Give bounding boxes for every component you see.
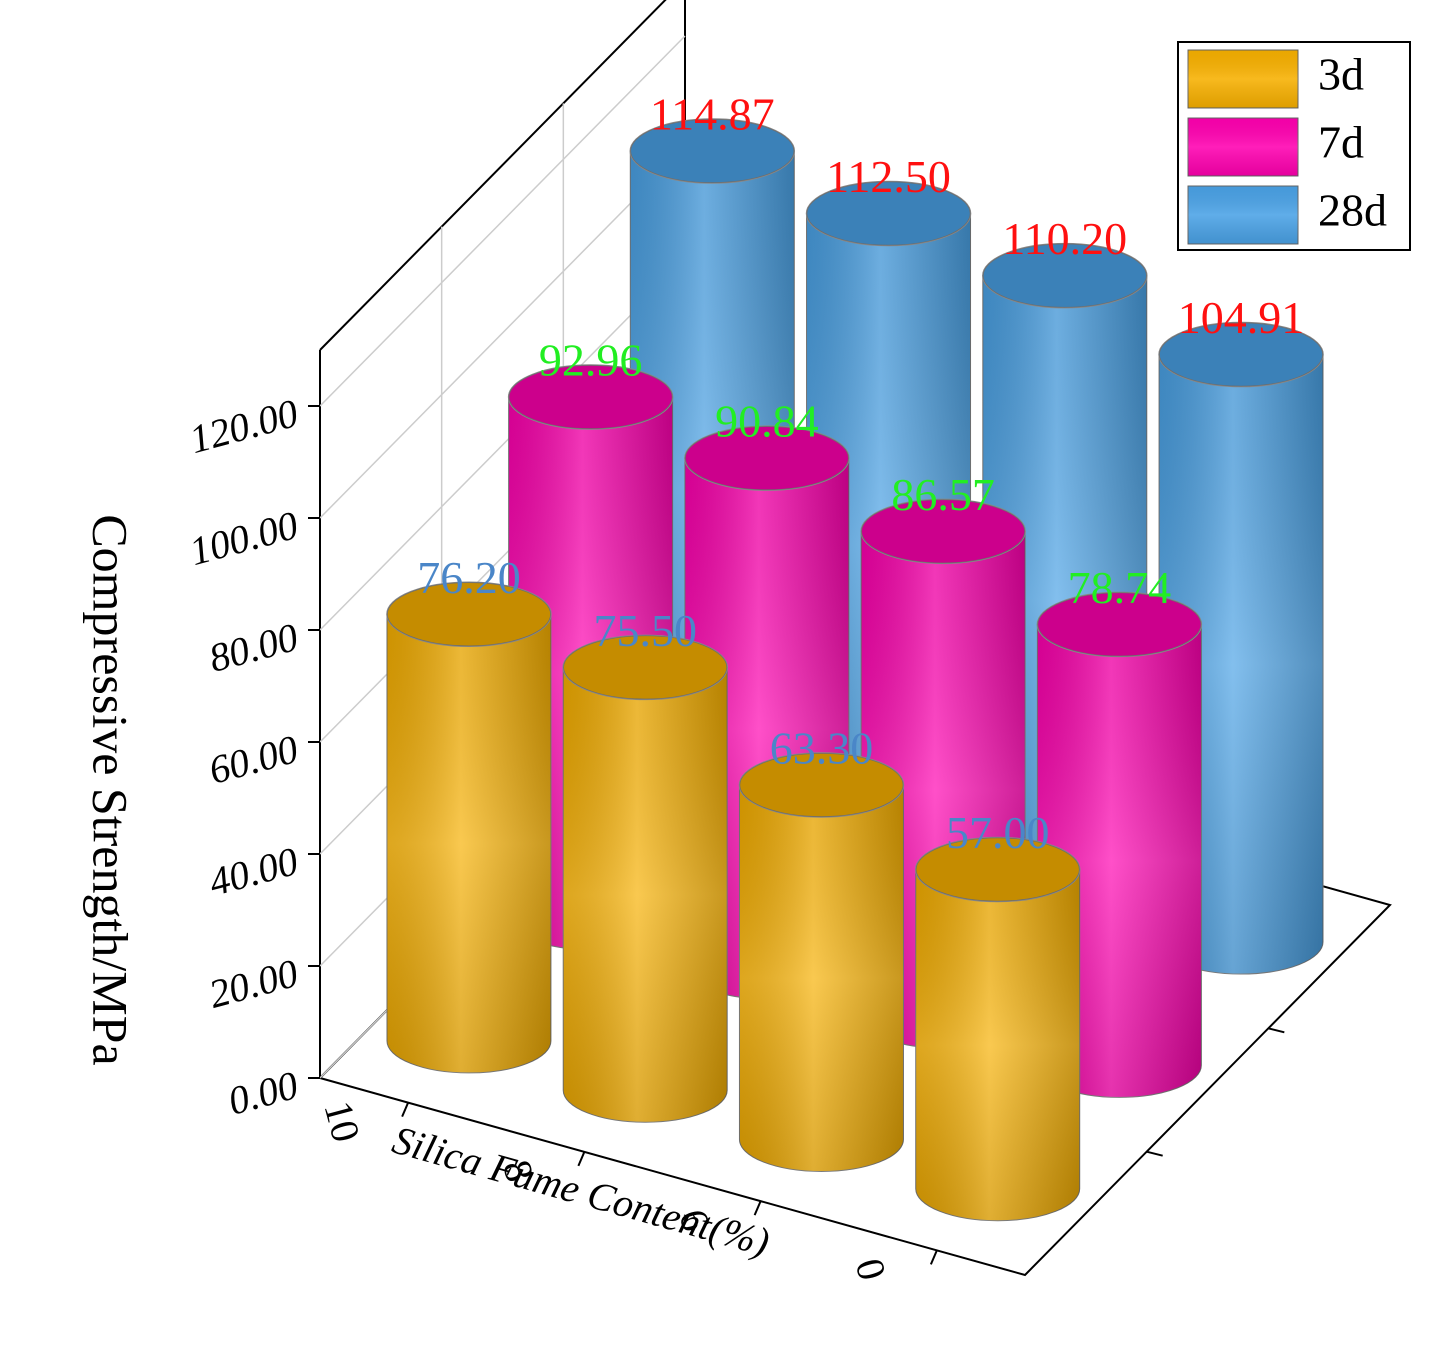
bar-top-shade <box>861 499 1026 564</box>
cylinder: 75.50 <box>562 605 728 1123</box>
y-tick-label: 100.00 <box>185 502 303 574</box>
value-label: 63.30 <box>770 723 874 774</box>
y-tick-label: 80.00 <box>204 614 303 681</box>
x-tick-label: 0 <box>847 1254 896 1285</box>
bar-shade <box>915 869 1080 1221</box>
y-tick-label: 40.00 <box>204 838 303 905</box>
value-label: 86.57 <box>891 469 995 520</box>
x-tick <box>577 1151 586 1167</box>
bar-top-shade <box>386 582 551 647</box>
bar-top-shade <box>508 365 673 430</box>
bar-shade <box>563 667 728 1123</box>
value-label: 114.87 <box>650 89 775 140</box>
value-label: 78.74 <box>1068 562 1172 613</box>
value-label: 110.20 <box>1002 213 1127 264</box>
legend-swatch-shade <box>1188 50 1298 108</box>
y-axis-label: Compressive Strength/MPa <box>83 514 139 1065</box>
bar-top-shade <box>563 635 728 700</box>
bar-top-shade <box>684 426 849 491</box>
y-tick-label: 120.00 <box>185 390 303 462</box>
bar-top-shade <box>630 119 795 184</box>
value-label: 76.20 <box>417 552 521 603</box>
bar-top <box>860 498 1026 565</box>
legend-label: 7d <box>1318 117 1364 168</box>
bar-top <box>629 118 796 184</box>
bar-shade <box>739 784 904 1172</box>
value-label: 92.96 <box>539 335 643 386</box>
bar-top-shade <box>739 752 904 817</box>
y-tick-label: 60.00 <box>204 726 303 793</box>
x-tick-label: 10 <box>315 1096 369 1146</box>
y-tick-label: 0.00 <box>223 1062 302 1124</box>
bar-top <box>684 425 850 491</box>
bar-top <box>982 242 1148 309</box>
legend-swatch-shade <box>1188 186 1298 244</box>
x-tick <box>753 1200 762 1216</box>
bar-shade <box>386 614 551 1073</box>
grid-line <box>319 259 686 631</box>
x-tick <box>401 1102 410 1118</box>
depth-tick <box>1146 1150 1163 1157</box>
bar-top <box>738 752 905 818</box>
bar-top <box>507 364 674 430</box>
cylinder: 57.00 <box>914 807 1081 1222</box>
axis-line <box>319 0 667 351</box>
cylinder: 63.30 <box>738 723 905 1172</box>
cylinder: 76.20 <box>386 552 552 1074</box>
bar-top <box>1158 321 1324 388</box>
value-label: 57.00 <box>946 807 1050 858</box>
bar-top-shade <box>806 181 971 246</box>
value-label: 75.50 <box>593 605 697 656</box>
cylinder: 78.74 <box>1036 562 1203 1098</box>
bar-top-shade <box>1159 322 1324 387</box>
legend-label: 3d <box>1318 49 1364 100</box>
grid-line <box>319 147 686 519</box>
value-label: 104.91 <box>1178 292 1305 343</box>
depth-tick <box>1268 1027 1285 1034</box>
x-tick <box>929 1249 938 1265</box>
grid-line <box>319 35 686 407</box>
value-label: 90.84 <box>715 396 819 447</box>
x-axis-label: Silica Fume Content(%) <box>388 1117 775 1265</box>
bar-top <box>562 634 728 701</box>
bar-top <box>1036 591 1203 658</box>
bar-top-shade <box>915 837 1080 902</box>
legend-swatch-shade <box>1188 118 1298 176</box>
bar-top <box>805 180 972 247</box>
bar-top-shade <box>1037 592 1202 657</box>
y-tick-label: 20.00 <box>204 950 303 1017</box>
bar-top <box>386 581 552 647</box>
legend-label: 28d <box>1318 185 1387 236</box>
bar-top <box>914 836 1081 903</box>
bar-top-shade <box>982 243 1147 308</box>
value-label: 112.50 <box>826 151 951 202</box>
